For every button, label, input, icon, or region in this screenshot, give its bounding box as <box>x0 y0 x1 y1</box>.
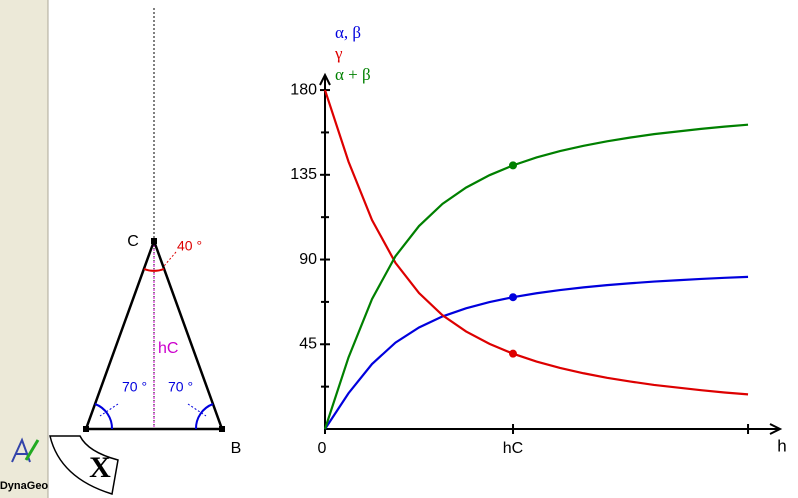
x-arrow <box>769 423 783 435</box>
point <box>509 293 518 302</box>
logo-text: DynaGeo <box>0 480 48 492</box>
angle-arc <box>143 268 165 272</box>
angle-arc <box>94 403 114 430</box>
y-arrow <box>319 72 331 86</box>
y-tick-label: 45 <box>299 335 317 352</box>
triangle-figure: C B 40 ° hC 70 ° 70 ° <box>83 8 241 457</box>
angle-label: 40 ° <box>177 238 202 254</box>
svg-text:X: X <box>89 451 111 484</box>
logo: X DynaGeo <box>0 435 119 495</box>
legend-entry: α, β <box>335 23 361 42</box>
series-line <box>324 275 749 430</box>
point <box>509 349 518 358</box>
point <box>509 161 518 170</box>
y-tick-label: 180 <box>290 81 317 98</box>
x-tick-label: 0 <box>318 440 327 457</box>
triangle <box>84 237 224 431</box>
legend-entry: α + β <box>335 65 371 84</box>
vertex-label: B <box>231 440 242 457</box>
y-tick-label: 90 <box>299 251 317 268</box>
angle-label: 70 ° <box>122 379 147 395</box>
vertex-label: C <box>127 233 139 250</box>
series-line <box>323 123 749 430</box>
height-label: hC <box>158 340 178 357</box>
legend-entry: γ <box>334 44 343 63</box>
x-tick-label: hC <box>503 440 523 457</box>
x-axis-label: h <box>777 436 786 455</box>
side-strip <box>0 0 48 498</box>
series-line <box>323 89 749 396</box>
angle-label: 70 ° <box>168 379 193 395</box>
y-tick-label: 135 <box>290 166 317 183</box>
angle-arc <box>194 403 214 430</box>
